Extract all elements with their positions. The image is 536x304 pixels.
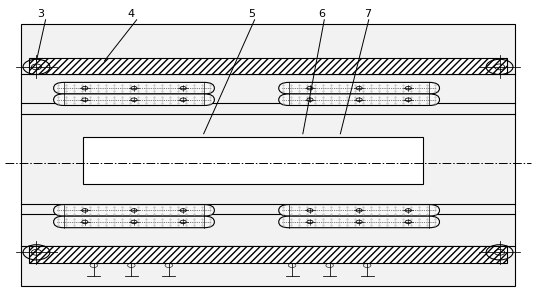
FancyBboxPatch shape <box>54 216 214 228</box>
Text: 4: 4 <box>128 9 135 19</box>
FancyBboxPatch shape <box>279 94 440 105</box>
Bar <box>29 58 507 74</box>
Text: 3: 3 <box>36 9 44 19</box>
Bar <box>29 246 507 263</box>
Text: 7: 7 <box>363 9 371 19</box>
Text: 5: 5 <box>248 9 256 19</box>
FancyBboxPatch shape <box>54 205 214 216</box>
Text: 6: 6 <box>318 9 325 19</box>
FancyBboxPatch shape <box>279 205 440 216</box>
Bar <box>21 24 515 286</box>
FancyBboxPatch shape <box>279 216 440 228</box>
FancyBboxPatch shape <box>54 82 214 94</box>
FancyBboxPatch shape <box>54 94 214 105</box>
FancyBboxPatch shape <box>279 82 440 94</box>
Bar <box>83 137 423 184</box>
